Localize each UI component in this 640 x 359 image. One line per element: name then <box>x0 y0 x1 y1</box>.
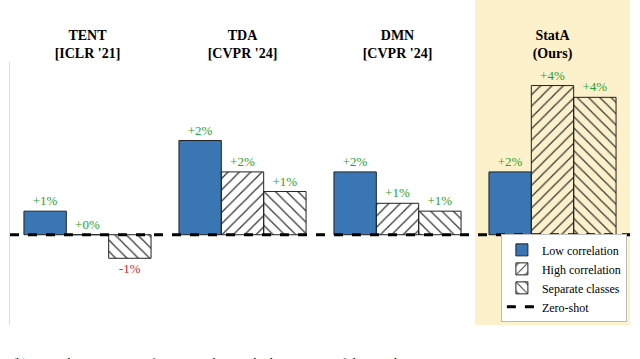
svg-text:+1%: +1% <box>272 174 297 189</box>
svg-text:+4%: +4% <box>582 79 607 94</box>
svg-text:+2%: +2% <box>343 154 368 169</box>
svg-text:High correlation: High correlation <box>542 263 621 277</box>
svg-text:+0%: +0% <box>75 217 100 232</box>
svg-text:+4%: +4% <box>540 68 565 83</box>
svg-text:DMN[CVPR '24]: DMN[CVPR '24] <box>363 28 433 61</box>
svg-text:+1%: +1% <box>33 193 58 208</box>
svg-text:+2%: +2% <box>188 123 213 138</box>
svg-text:Zero-shot: Zero-shot <box>542 301 589 315</box>
svg-text:Low correlation: Low correlation <box>542 244 619 258</box>
svg-text:-1%: -1% <box>119 261 141 276</box>
svg-text:TENT[ICLR '21]: TENT[ICLR '21] <box>55 28 121 61</box>
svg-text:+1%: +1% <box>427 193 452 208</box>
svg-text:TDA[CVPR '24]: TDA[CVPR '24] <box>208 28 278 61</box>
svg-text:+2%: +2% <box>498 154 523 169</box>
svg-text:StatA(Ours): StatA(Ours) <box>533 28 573 62</box>
svg-text:+1%: +1% <box>385 185 410 200</box>
svg-text:(b) StatA shows strong perform: (b) StatA shows strong performance when … <box>12 355 401 359</box>
svg-text:+2%: +2% <box>230 154 255 169</box>
svg-text:Separate classes: Separate classes <box>542 282 620 296</box>
